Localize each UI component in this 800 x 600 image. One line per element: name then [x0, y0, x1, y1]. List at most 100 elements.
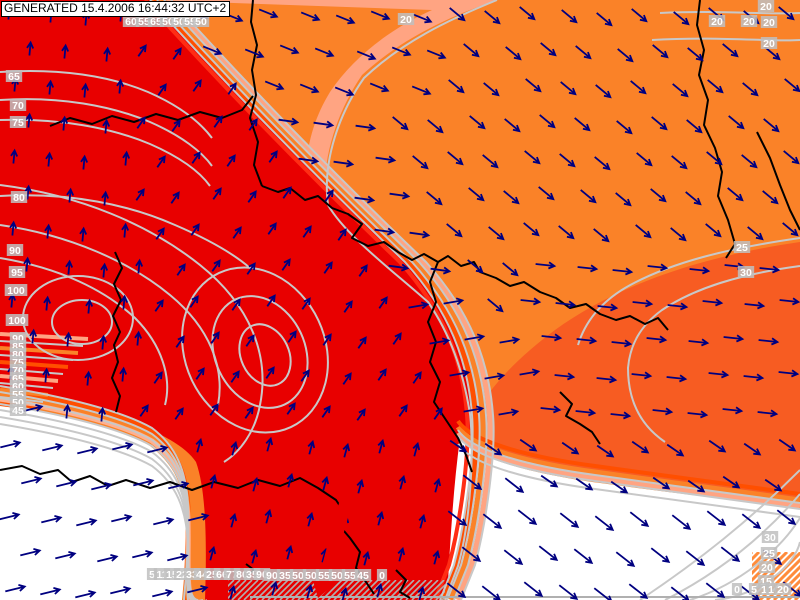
- svg-text:50: 50: [12, 397, 24, 409]
- contour-label: 20: [740, 15, 758, 28]
- svg-text:11: 11: [156, 569, 167, 581]
- contour-label: 100: [4, 284, 28, 297]
- svg-text:5: 5: [149, 569, 155, 581]
- svg-text:25: 25: [763, 548, 775, 560]
- svg-text:50: 50: [305, 570, 317, 582]
- svg-text:77: 77: [226, 569, 238, 581]
- contour-label: 50: [192, 15, 210, 28]
- svg-text:60: 60: [12, 381, 24, 393]
- contour-label: 60: [122, 15, 140, 28]
- contour-label: 1: [765, 583, 777, 596]
- svg-text:25: 25: [736, 242, 748, 254]
- svg-text:50: 50: [331, 570, 343, 582]
- svg-text:100: 100: [7, 285, 25, 297]
- svg-text:70: 70: [12, 365, 24, 377]
- svg-text:80: 80: [236, 569, 248, 581]
- svg-text:55: 55: [318, 570, 330, 582]
- svg-text:20: 20: [763, 17, 775, 29]
- svg-text:90: 90: [12, 333, 24, 345]
- contour-label: 90: [6, 244, 24, 257]
- svg-text:50: 50: [292, 570, 304, 582]
- contour-label: 50: [289, 569, 307, 582]
- svg-text:44: 44: [196, 569, 208, 581]
- svg-text:1: 1: [768, 584, 774, 596]
- svg-text:55: 55: [138, 16, 150, 28]
- svg-text:15: 15: [760, 576, 772, 588]
- svg-text:0: 0: [379, 570, 385, 582]
- contour-label: 20: [708, 15, 726, 28]
- svg-text:90: 90: [256, 569, 268, 581]
- contour-labels: 6570758090951001009085807570656055504560…: [4, 0, 792, 596]
- contour-label: 20: [760, 37, 778, 50]
- svg-text:50: 50: [173, 16, 185, 28]
- svg-text:20: 20: [400, 14, 412, 26]
- contour-label: 25: [760, 547, 778, 560]
- contour-label: 20: [760, 16, 778, 29]
- contour-label: 30: [737, 266, 755, 279]
- svg-text:20: 20: [743, 16, 755, 28]
- contour-label: 45: [9, 404, 27, 417]
- svg-text:75: 75: [12, 117, 24, 129]
- contour-label: 1: [758, 583, 770, 596]
- svg-text:50: 50: [195, 16, 207, 28]
- svg-text:90: 90: [266, 570, 278, 582]
- contour-label: 50: [302, 569, 320, 582]
- svg-text:45: 45: [357, 570, 369, 582]
- contour-label: 95: [8, 266, 26, 279]
- svg-text:90: 90: [9, 245, 21, 257]
- svg-text:30: 30: [740, 267, 752, 279]
- contour-label: 30: [761, 531, 779, 544]
- contour-label: 5: [146, 568, 158, 581]
- contour-label: 75: [9, 116, 27, 129]
- contour-label: 45: [354, 569, 372, 582]
- svg-text:1: 1: [761, 584, 767, 596]
- svg-text:45: 45: [12, 405, 24, 417]
- contour-label: 20: [397, 13, 415, 26]
- contour-label: 0: [731, 583, 743, 596]
- svg-text:20: 20: [760, 1, 772, 13]
- svg-text:55: 55: [184, 16, 196, 28]
- contour-label: 20: [774, 583, 792, 596]
- svg-text:85: 85: [12, 341, 24, 353]
- svg-text:35: 35: [279, 570, 291, 582]
- contour-label: 80: [10, 191, 28, 204]
- svg-text:75: 75: [12, 357, 24, 369]
- svg-text:0: 0: [734, 584, 740, 596]
- svg-text:60: 60: [125, 16, 137, 28]
- contour-label: 20: [758, 561, 776, 574]
- contour-label: 65: [5, 70, 23, 83]
- svg-text:65: 65: [12, 373, 24, 385]
- contour-label: 55: [341, 569, 359, 582]
- svg-text:35: 35: [246, 569, 258, 581]
- svg-text:20: 20: [763, 38, 775, 50]
- svg-text:15: 15: [166, 569, 178, 581]
- svg-text:30: 30: [764, 532, 776, 544]
- generated-timestamp: GENERATED 15.4.2006 16:44:32 UTC+2: [1, 1, 231, 17]
- contour-label: 70: [9, 99, 27, 112]
- svg-text:80: 80: [12, 349, 24, 361]
- svg-text:50: 50: [162, 16, 174, 28]
- svg-text:55: 55: [12, 389, 24, 401]
- contour-label: 35: [276, 569, 294, 582]
- svg-text:65: 65: [8, 71, 20, 83]
- svg-text:95: 95: [11, 267, 23, 279]
- svg-text:80: 80: [13, 192, 25, 204]
- svg-text:70: 70: [12, 100, 24, 112]
- contour-label: 20: [757, 0, 775, 13]
- contour-label: 90: [263, 569, 281, 582]
- svg-text:33: 33: [186, 569, 198, 581]
- svg-text:66: 66: [216, 569, 228, 581]
- svg-text:20: 20: [711, 16, 723, 28]
- contour-label: 55: [315, 569, 333, 582]
- svg-text:55: 55: [344, 570, 356, 582]
- svg-text:100: 100: [8, 315, 26, 327]
- svg-text:22: 22: [176, 569, 188, 581]
- svg-text:20: 20: [777, 584, 789, 596]
- contour-label: 25: [733, 241, 751, 254]
- svg-text:5: 5: [751, 584, 757, 596]
- svg-text:65: 65: [150, 16, 162, 28]
- svg-text:20: 20: [761, 562, 773, 574]
